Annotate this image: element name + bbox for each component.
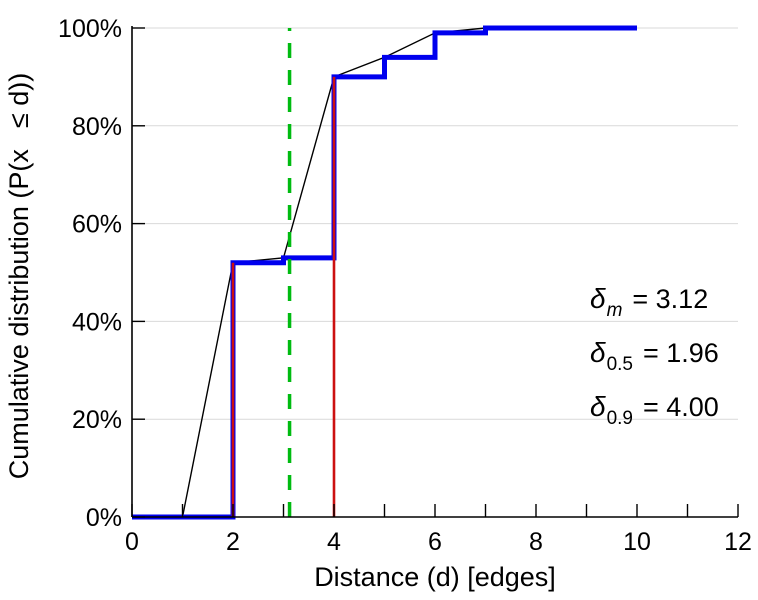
y-tick-label-20: 20% (72, 406, 122, 434)
x-tick-label-8: 8 (529, 528, 543, 556)
axes (131, 26, 738, 518)
delta-value: = 4.00 (643, 392, 719, 422)
annotation-delta-0.5: δ0.5 = 1.96 (590, 337, 719, 375)
data-series (132, 25, 637, 520)
y-tick-label-100: 100% (58, 15, 122, 43)
tick-labels: 0 2 4 6 8 10 12 0% 20% 40% 60% 80% 100% (58, 15, 752, 556)
x-tick-label-10: 10 (623, 528, 651, 556)
delta-symbol: δ (590, 283, 606, 314)
x-tick-label-6: 6 (428, 528, 442, 556)
delta-value: = 1.96 (643, 338, 719, 368)
x-tick-label-0: 0 (125, 528, 139, 556)
cdf-step-line (132, 25, 637, 520)
delta-value: = 3.12 (632, 284, 708, 314)
x-tick-label-4: 4 (327, 528, 341, 556)
y-tick-label-80: 80% (72, 113, 122, 141)
x-tick-label-12: 12 (724, 528, 752, 556)
annotation-delta-0.9: δ0.9 = 4.00 (590, 391, 719, 429)
tick-marks (131, 27, 739, 518)
delta-symbol: δ (590, 391, 606, 422)
delta-symbol: δ (590, 337, 606, 368)
y-tick-label-0: 0% (86, 504, 122, 532)
delta-subscript: m (607, 300, 623, 321)
y-tick-label-60: 60% (72, 211, 122, 239)
x-tick-label-2: 2 (226, 528, 240, 556)
y-axis-label: Cumulative distribution (P(x ≤ d)) (4, 73, 34, 479)
x-axis-label: Distance (d) [edges] (314, 562, 556, 592)
annotation-delta-m: δm = 3.12 (590, 283, 708, 321)
delta-subscript: 0.5 (607, 354, 633, 375)
delta-subscript: 0.9 (607, 408, 633, 429)
y-tick-label-40: 40% (72, 308, 122, 336)
